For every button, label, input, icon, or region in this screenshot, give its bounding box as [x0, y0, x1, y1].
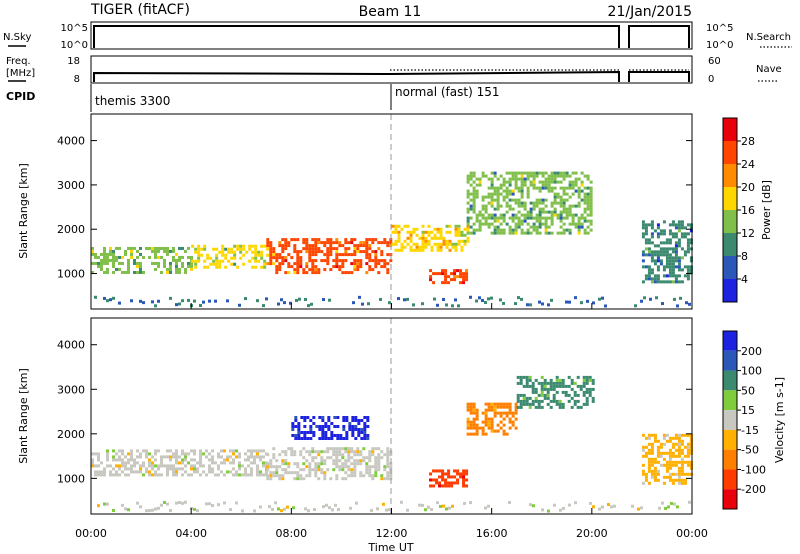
echo-region — [466, 402, 518, 436]
colorbar-tick-label: 12 — [741, 227, 755, 240]
colorbar-cell — [723, 469, 737, 490]
time-tick-label: 04:00 — [175, 527, 207, 540]
nsky-tick-top: 10^5 — [61, 23, 88, 34]
echo-region — [641, 220, 693, 284]
velocity-echo-layer — [91, 318, 693, 514]
echo-region — [516, 375, 595, 409]
echo-region — [191, 244, 270, 269]
power-panel: 1000 2000 3000 4000 Slant Range [km] — [17, 113, 693, 310]
echo-region — [429, 269, 469, 285]
colorbar-tick-label: 8 — [741, 250, 748, 263]
cpid-segment-themis: themis 3300 — [95, 94, 170, 108]
colorbar-tick-label: -15 — [741, 424, 759, 437]
colorbar-cell — [723, 141, 737, 164]
nave-tick-bottom: 0 — [708, 74, 714, 85]
echo-region — [91, 246, 193, 274]
cpid-strip: CPID themis 3300 normal (fast) 151 — [6, 84, 499, 112]
range-tick-label: 2000 — [57, 428, 85, 441]
range-tick-label: 1000 — [57, 268, 85, 281]
range-tick-label: 3000 — [57, 383, 85, 396]
colorbar-cell — [723, 370, 737, 391]
colorbar-tick-label: 28 — [741, 135, 755, 148]
figure-title-left: TIGER (fitACF) — [90, 2, 190, 18]
colorbar-tick-label: -200 — [741, 483, 766, 496]
time-axis: 00:00 04:00 08:00 12:00 16:00 20:00 00:00 — [75, 303, 708, 540]
echo-region — [641, 433, 693, 485]
nsearch-tick-bottom: 10^0 — [706, 40, 733, 51]
colorbar-cell — [723, 210, 737, 233]
freq-tick-top: 18 — [67, 56, 80, 67]
colorbar-cell — [723, 233, 737, 256]
colorbar-tick-label: 16 — [741, 204, 755, 217]
freq-strip: Freq. [MHz] 18 8 60 0 Nave — [6, 55, 782, 85]
power-colorbar-label: Power [dB] — [760, 180, 773, 240]
time-tick-label: 20:00 — [576, 527, 608, 540]
figure-title-right: 21/Jan/2015 — [608, 4, 692, 20]
nave-label: Nave — [756, 64, 782, 75]
cpid-segment-normal: normal (fast) 151 — [395, 85, 499, 99]
velocity-panel: 1000 2000 3000 4000 Slant Range [km] — [17, 317, 693, 515]
colorbar-cell — [723, 164, 737, 187]
freq-label: Freq. — [6, 56, 31, 67]
colorbar-tick-label: -50 — [741, 444, 759, 457]
range-tick-label: 1000 — [57, 472, 85, 485]
colorbar-cell — [723, 279, 737, 302]
echo-region — [291, 416, 370, 440]
echo-region — [266, 447, 393, 481]
range-tick-label: 3000 — [57, 179, 85, 192]
colorbar-cell — [723, 187, 737, 210]
figure-title-center: Beam 11 — [359, 4, 422, 20]
nsearch-tick-top: 10^5 — [706, 23, 733, 34]
colorbar-tick-label: 20 — [741, 181, 755, 194]
colorbar-tick-label: 100 — [741, 365, 762, 378]
colorbar-cell — [723, 331, 737, 351]
power-echo-layer — [91, 114, 693, 309]
colorbar-tick-label: 200 — [741, 345, 762, 358]
echo-region — [466, 171, 593, 235]
velocity-colorbar: 200 100 50 15 -15 -50 -100 -200 Velocity [m s-1… — [722, 330, 786, 510]
range-tick-label: 2000 — [57, 223, 85, 236]
nave-tick-top: 60 — [708, 56, 721, 67]
colorbar-cell — [723, 449, 737, 470]
colorbar-tick-label: 4 — [741, 273, 748, 286]
power-ylabel: Slant Range [km] — [17, 163, 30, 259]
velocity-y-axis: 1000 2000 3000 4000 — [57, 339, 692, 485]
data-gap — [616, 114, 630, 309]
near-range-echoes — [94, 295, 691, 308]
nsky-tick-bottom: 10^0 — [61, 40, 88, 51]
colorbar-cell — [723, 390, 737, 411]
freq-unit: [MHz] — [6, 68, 35, 79]
colorbar-cell — [723, 350, 737, 371]
time-tick-label: 08:00 — [275, 527, 307, 540]
nsky-label: N.Sky — [3, 32, 31, 43]
colorbar-tick-label: -100 — [741, 463, 766, 476]
velocity-ylabel: Slant Range [km] — [17, 368, 30, 464]
colorbar-cell — [723, 256, 737, 279]
time-tick-label: 12:00 — [376, 527, 408, 540]
colorbar-cell — [723, 429, 737, 450]
time-tick-label: 00:00 — [75, 527, 107, 540]
time-tick-label: 16:00 — [476, 527, 508, 540]
echo-region — [266, 238, 393, 275]
colorbar-tick-label: 15 — [741, 404, 755, 417]
nsky-strip: N.Sky 10^5 10^0 10^5 10^0 N.Search — [3, 21, 792, 51]
colorbar-tick-label: 24 — [741, 158, 755, 171]
colorbar-cell — [723, 410, 737, 430]
velocity-colorbar-label: Velocity [m s-1] — [773, 377, 786, 463]
echo-region — [429, 469, 469, 488]
power-colorbar: 4 8 12 16 20 24 28 Power [dB] — [722, 117, 773, 303]
colorbar-cell — [723, 489, 737, 509]
power-y-axis: 1000 2000 3000 4000 — [57, 135, 692, 281]
colorbar-cell — [723, 118, 737, 141]
range-tick-label: 4000 — [57, 339, 85, 352]
colorbar-tick-label: 50 — [741, 384, 755, 397]
nsearch-label: N.Search — [746, 32, 791, 43]
time-axis-label: Time UT — [367, 541, 413, 554]
cpid-label: CPID — [6, 90, 35, 103]
range-tick-label: 4000 — [57, 135, 85, 148]
data-gap — [616, 318, 630, 514]
time-tick-label: 00:00 — [676, 527, 708, 540]
freq-tick-bottom: 8 — [74, 74, 80, 85]
